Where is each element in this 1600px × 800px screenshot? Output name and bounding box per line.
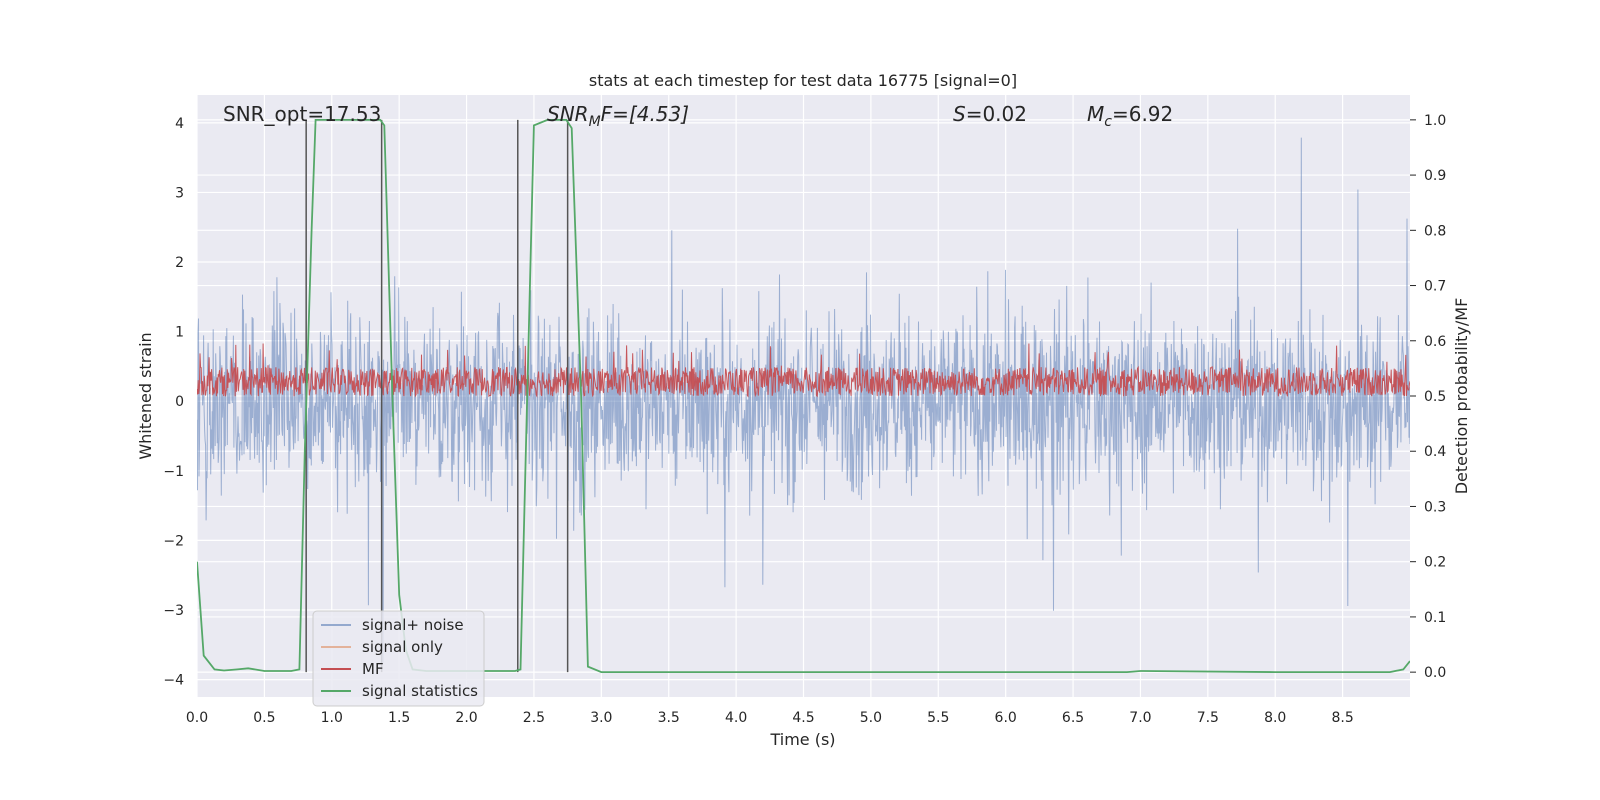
x-tick-label: 3.5 bbox=[658, 710, 680, 726]
legend-label: signal only bbox=[362, 638, 443, 656]
y-tick-label-right: 1.0 bbox=[1424, 113, 1446, 129]
annotation-mc: Mc=6.92 bbox=[1087, 102, 1173, 130]
annotation-s-main: S bbox=[953, 102, 966, 126]
y-tick-label-right: 0.4 bbox=[1424, 444, 1446, 460]
annotation-mc-rest: =6.92 bbox=[1112, 102, 1173, 126]
y-tick-label-left: 1 bbox=[175, 325, 184, 341]
legend: signal+ noise signal only MF signal stat… bbox=[312, 610, 485, 707]
x-tick-label: 0.0 bbox=[186, 710, 208, 726]
y-tick-label-left: 0 bbox=[175, 394, 184, 410]
legend-box bbox=[312, 610, 485, 707]
gridlines bbox=[196, 95, 1410, 697]
y-tick-label-left: −1 bbox=[163, 464, 184, 480]
x-tick-label: 1.0 bbox=[321, 710, 343, 726]
right-y-axis-ticks: 1.0 0.9 0.8 0.7 0.6 0.5 0.4 0.3 0.2 0.1 0.0 bbox=[1410, 113, 1446, 681]
right-y-axis-label: Detection probability/MF bbox=[1452, 298, 1471, 495]
y-tick-label-left: 2 bbox=[175, 255, 184, 271]
legend-label: signal statistics bbox=[362, 682, 478, 700]
x-tick-label: 6.5 bbox=[1062, 710, 1084, 726]
y-tick-label-right: 0.1 bbox=[1424, 610, 1446, 626]
y-tick-label-left: 4 bbox=[175, 116, 184, 132]
x-tick-label: 4.5 bbox=[792, 710, 814, 726]
y-tick-label-left: −4 bbox=[163, 673, 184, 689]
legend-label: signal+ noise bbox=[362, 616, 464, 634]
legend-item-mf: MF bbox=[321, 660, 384, 678]
annotation-snr-mf-rest: F=[4.53] bbox=[601, 102, 689, 126]
y-tick-label-right: 0.8 bbox=[1424, 223, 1446, 239]
x-tick-label: 8.0 bbox=[1264, 710, 1286, 726]
chart-title: stats at each timestep for test data 167… bbox=[589, 71, 1017, 90]
annotation-snr-mf-main: SNR bbox=[547, 102, 589, 126]
line-signal-noise bbox=[197, 137, 1410, 663]
x-tick-label: 0.5 bbox=[253, 710, 275, 726]
annotation-s: S=0.02 bbox=[953, 102, 1027, 126]
y-tick-label-right: 0.2 bbox=[1424, 555, 1446, 571]
series-signal-noise bbox=[197, 137, 1410, 663]
legend-label: MF bbox=[362, 660, 384, 678]
x-tick-label: 8.5 bbox=[1331, 710, 1353, 726]
left-y-axis-ticks: 4 3 2 1 0 −1 −2 −3 −4 bbox=[163, 116, 184, 689]
y-tick-label-left: −2 bbox=[163, 533, 184, 549]
x-tick-label: 5.5 bbox=[927, 710, 949, 726]
annotation-s-rest: =0.02 bbox=[966, 102, 1027, 126]
x-tick-label: 2.0 bbox=[455, 710, 477, 726]
y-tick-label-right: 0.3 bbox=[1424, 499, 1446, 515]
line-mf bbox=[197, 343, 1410, 398]
y-tick-label-right: 0.6 bbox=[1424, 334, 1446, 350]
annotation-snr-mf-sub: M bbox=[589, 114, 601, 130]
y-tick-label-right: 0.7 bbox=[1424, 279, 1446, 295]
x-tick-label: 7.5 bbox=[1197, 710, 1219, 726]
series-mf bbox=[197, 343, 1410, 398]
y-tick-label-right: 0.0 bbox=[1424, 665, 1446, 681]
legend-item-signal-only: signal only bbox=[321, 638, 443, 656]
x-tick-label: 7.0 bbox=[1129, 710, 1151, 726]
annotation-snr-opt: SNR_opt=17.53 bbox=[223, 102, 381, 126]
x-tick-label: 6.0 bbox=[995, 710, 1017, 726]
y-tick-label-right: 0.5 bbox=[1424, 389, 1446, 405]
legend-item-signal-statistics: signal statistics bbox=[321, 682, 478, 700]
y-tick-label-left: −3 bbox=[163, 603, 184, 619]
y-tick-label-left: 3 bbox=[175, 185, 184, 201]
x-axis-ticks: 0.0 0.5 1.0 1.5 2.0 2.5 3.0 3.5 4.0 4.5 5.0 5.5 6.0 6… bbox=[186, 710, 1354, 726]
x-tick-label: 2.5 bbox=[523, 710, 545, 726]
x-tick-label: 4.0 bbox=[725, 710, 747, 726]
x-axis-label: Time (s) bbox=[769, 730, 835, 749]
left-y-axis-label: Whitened strain bbox=[136, 332, 155, 459]
x-tick-label: 3.0 bbox=[590, 710, 612, 726]
annotation-mc-main: M bbox=[1087, 102, 1104, 126]
annotation-snr-mf: SNRMF=[4.53] bbox=[547, 102, 689, 130]
legend-item-signal-noise: signal+ noise bbox=[321, 616, 464, 634]
x-tick-label: 5.0 bbox=[860, 710, 882, 726]
y-tick-label-right: 0.9 bbox=[1424, 168, 1446, 184]
x-tick-label: 1.5 bbox=[388, 710, 410, 726]
annotation-mc-sub: c bbox=[1104, 114, 1112, 130]
